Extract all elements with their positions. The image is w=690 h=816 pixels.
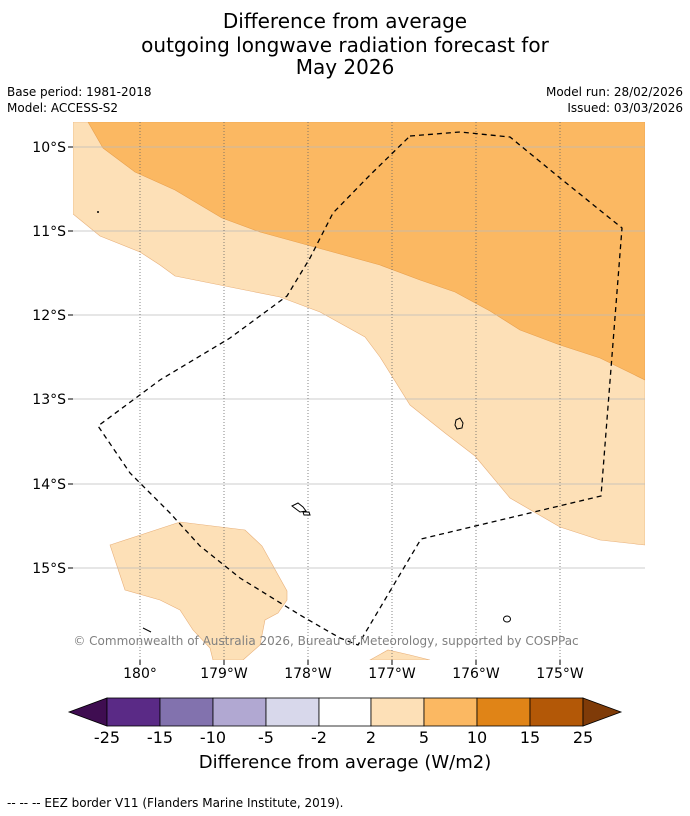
island-3 (302, 511, 311, 516)
lon-label-178w: 178°W (284, 666, 332, 682)
cb-tick-label: 5 (418, 728, 430, 747)
colorbar-bin-1 (106, 697, 161, 727)
model-run: Model run: 28/02/2026 (545, 85, 683, 99)
colorbar-bin-2 (159, 697, 214, 727)
anomaly-region-lower (109, 521, 288, 660)
colorbar-extend-low (67, 697, 108, 727)
title-line-1: Difference from average (222, 9, 468, 33)
island-5 (97, 211, 99, 213)
latitude-gridlines (73, 146, 645, 569)
island-4 (503, 615, 511, 623)
cb-tick-label: -15 (146, 728, 174, 747)
island-1 (454, 417, 464, 430)
cb-tick-label: -10 (199, 728, 227, 747)
cb-tick-label: -5 (258, 728, 274, 747)
forecast-map: 10°S 11°S 12°S 13°S 14°S 15°S 180° 179°W… (32, 122, 645, 682)
colorbar-bin-8 (476, 697, 531, 727)
cb-tick-label: 10 (466, 728, 488, 747)
colorbar-bin-9 (529, 697, 584, 727)
cb-tick-label: 15 (519, 728, 541, 747)
eez-border (97, 131, 623, 646)
eez-legend-note: -- -- -- EEZ border V11 (Flanders Marine… (7, 796, 344, 810)
lat-label-15s: 15°S (32, 561, 66, 577)
issued-date: Issued: 03/03/2026 (567, 101, 683, 115)
cb-tick-label: -2 (311, 728, 327, 747)
lat-label-12s: 12°S (32, 308, 66, 324)
lat-label-11s: 11°S (32, 224, 66, 240)
model-name: Model: ACCESS-S2 (7, 101, 119, 115)
colorbar-title: Difference from average (W/m2) (198, 752, 492, 773)
lat-label-10s: 10°S (32, 140, 66, 156)
lat-label-13s: 13°S (32, 392, 66, 408)
axis-ticks (68, 146, 561, 665)
lon-label-180: 180° (123, 666, 157, 682)
colorbar-bin-3 (212, 697, 267, 727)
anomaly-region-bottom (369, 649, 431, 660)
colorbar (67, 697, 623, 727)
cb-tick-label: -25 (93, 728, 121, 747)
copyright-notice: © Commonwealth of Australia 2026, Bureau… (73, 634, 578, 648)
island-6 (142, 627, 152, 633)
lon-label-176w: 176°W (452, 666, 500, 682)
title-line-3: May 2026 (295, 55, 395, 79)
title-line-2: outgoing longwave radiation forecast for (141, 33, 549, 57)
cb-tick-label: 2 (365, 728, 377, 747)
colorbar-bin-4 (265, 697, 320, 727)
lon-label-179w: 179°W (200, 666, 248, 682)
cb-tick-label: 25 (572, 728, 594, 747)
colorbar-bin-6 (370, 697, 425, 727)
base-period: Base period: 1981-2018 (7, 85, 152, 99)
lon-label-177w: 177°W (368, 666, 416, 682)
colorbar-bin-5 (318, 697, 372, 727)
colorbar-bin-7 (423, 697, 478, 727)
colorbar-extend-high (582, 697, 623, 727)
lat-label-14s: 14°S (32, 477, 66, 493)
island-2 (291, 502, 307, 513)
lon-label-175w: 175°W (536, 666, 584, 682)
anomaly-region-mid (87, 122, 645, 381)
